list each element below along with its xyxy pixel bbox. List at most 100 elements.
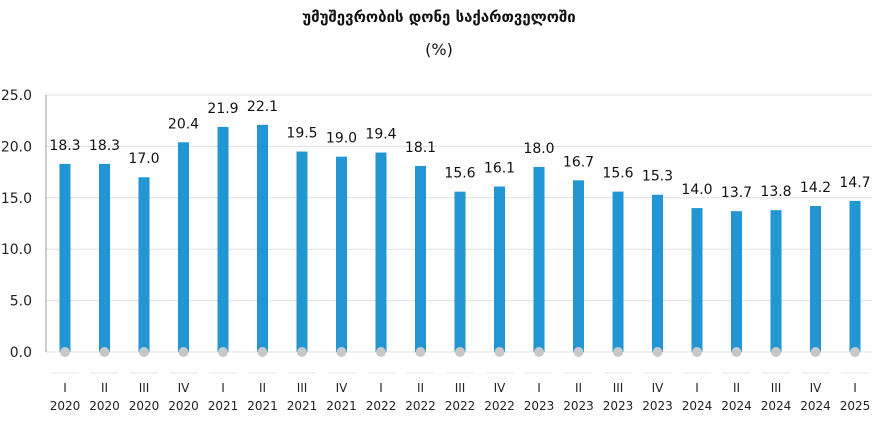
x-tick-quarter: II (575, 381, 582, 395)
bar-base-marker (771, 347, 781, 357)
bar (573, 180, 584, 352)
x-tick-year: 2022 (484, 399, 515, 413)
x-tick-quarter: III (297, 381, 308, 395)
data-label: 13.8 (760, 184, 791, 200)
y-tick-label: 0.0 (10, 345, 32, 361)
y-tick-label: 5.0 (10, 294, 32, 310)
data-label: 19.5 (286, 126, 317, 142)
x-tick-quarter: III (771, 381, 782, 395)
x-tick-year: 2023 (524, 399, 555, 413)
x-tick-year: 2024 (800, 399, 831, 413)
data-label: 14.0 (681, 182, 712, 198)
bar (415, 165, 426, 352)
data-label: 18.0 (523, 141, 554, 157)
x-tick-year: 2022 (366, 399, 397, 413)
data-label: 15.3 (642, 169, 673, 185)
bar (336, 156, 347, 352)
x-tick-quarter: II (417, 381, 424, 395)
y-tick-label: 20.0 (1, 139, 32, 155)
bar-base-marker (218, 347, 228, 357)
data-label: 13.7 (721, 185, 752, 201)
x-tick-quarter: I (379, 381, 383, 395)
bar-base-marker (573, 347, 584, 357)
bar (296, 151, 308, 352)
bar-base-marker (455, 347, 465, 357)
bar (138, 177, 150, 352)
bar (59, 163, 71, 352)
bar-base-marker (139, 347, 149, 357)
data-label: 14.7 (839, 175, 870, 191)
x-tick-year: 2021 (326, 399, 357, 413)
chart-title: უმუშევრობის დონე საქართველოში (302, 8, 576, 26)
bar (810, 206, 821, 352)
bar (533, 166, 545, 352)
data-label: 21.9 (207, 101, 238, 117)
y-tick-label: 10.0 (1, 242, 32, 258)
bar-base-marker (376, 347, 386, 357)
x-tick-quarter: III (613, 381, 624, 395)
data-label: 19.0 (326, 131, 357, 147)
x-tick-year: 2020 (50, 399, 81, 413)
bar (99, 163, 110, 352)
y-tick-label: 25.0 (1, 88, 32, 104)
data-label: 20.4 (168, 116, 199, 132)
bar-base-marker (534, 347, 544, 357)
x-tick-quarter: I (695, 381, 699, 395)
bar-base-marker (178, 347, 189, 357)
bar-base-marker (731, 347, 742, 357)
bar-base-marker (652, 347, 663, 357)
x-tick-quarter: III (455, 381, 466, 395)
x-tick-year: 2020 (129, 399, 160, 413)
x-tick-year: 2020 (168, 399, 199, 413)
data-label: 14.2 (800, 180, 831, 196)
data-label: 19.4 (365, 127, 396, 143)
x-tick-quarter: IV (652, 381, 665, 395)
x-tick-quarter: I (853, 381, 857, 395)
bar-base-marker (692, 347, 702, 357)
x-tick-year: 2022 (445, 399, 476, 413)
x-tick-quarter: IV (494, 381, 507, 395)
x-tick-quarter: II (733, 381, 740, 395)
data-label: 15.6 (602, 166, 633, 182)
bar (770, 210, 782, 352)
bar-base-marker (297, 347, 307, 357)
x-tick-year: 2023 (563, 399, 594, 413)
x-tick-quarter: II (259, 381, 266, 395)
data-label: 15.6 (444, 166, 475, 182)
bar (652, 194, 663, 352)
x-tick-quarter: I (63, 381, 67, 395)
x-tick-year: 2021 (287, 399, 318, 413)
x-tick-year: 2023 (603, 399, 634, 413)
x-tick-quarter: IV (336, 381, 349, 395)
x-tick-quarter: I (537, 381, 541, 395)
x-tick-quarter: IV (810, 381, 823, 395)
x-tick-year: 2024 (761, 399, 792, 413)
x-tick-year: 2021 (208, 399, 239, 413)
data-label: 16.1 (484, 160, 515, 176)
bar-base-marker (336, 347, 347, 357)
data-label: 22.1 (247, 99, 278, 115)
data-label: 17.0 (128, 151, 159, 167)
x-tick-quarter: III (139, 381, 150, 395)
x-tick-year: 2022 (405, 399, 436, 413)
x-tick-year: 2025 (840, 399, 871, 413)
bar-base-marker (613, 347, 623, 357)
x-tick-year: 2024 (682, 399, 713, 413)
x-tick-quarter: II (101, 381, 108, 395)
chart-subtitle: (%) (425, 40, 453, 59)
bar-base-marker (257, 347, 268, 357)
x-tick-year: 2024 (721, 399, 752, 413)
bar-base-marker (99, 347, 110, 357)
bar-base-marker (810, 347, 821, 357)
data-label: 18.3 (89, 138, 120, 154)
bar (178, 142, 189, 352)
bar (731, 211, 742, 352)
bar-base-marker (850, 347, 860, 357)
bar-base-marker (494, 347, 505, 357)
bar (454, 191, 466, 352)
bar-base-marker (415, 347, 426, 357)
x-tick-quarter: I (221, 381, 225, 395)
bar (612, 191, 624, 352)
